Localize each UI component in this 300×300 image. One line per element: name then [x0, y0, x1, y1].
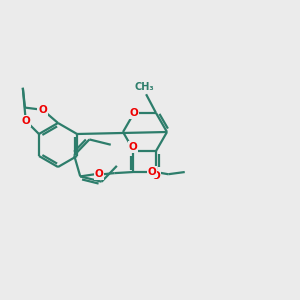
- Text: CH₃: CH₃: [134, 82, 154, 92]
- Text: O: O: [129, 142, 137, 152]
- Text: O: O: [130, 108, 138, 118]
- Text: O: O: [152, 171, 160, 181]
- Text: O: O: [147, 167, 156, 177]
- Text: O: O: [21, 116, 30, 126]
- Text: O: O: [94, 169, 103, 179]
- Text: O: O: [38, 105, 47, 115]
